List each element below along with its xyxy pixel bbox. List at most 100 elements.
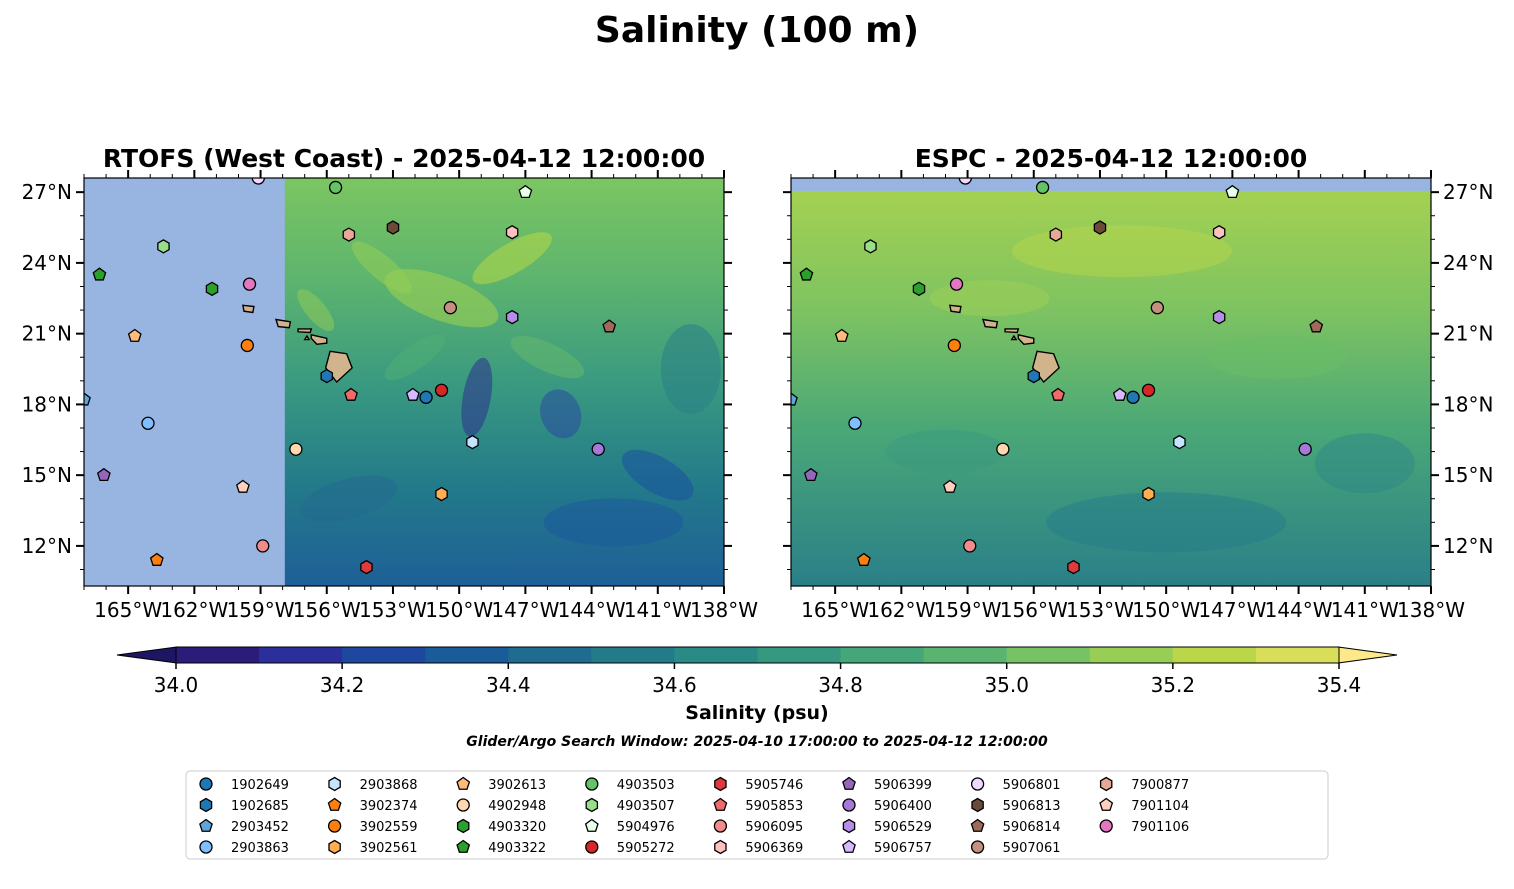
marker-5906369 — [505, 225, 519, 240]
marker-7901106 — [242, 277, 257, 291]
legend-item: 4903322 — [456, 839, 546, 856]
marker-2903863 — [141, 416, 155, 430]
marker-5905272 — [434, 383, 449, 397]
rtofs-eddy — [384, 269, 499, 328]
legend-label: 4903320 — [488, 820, 546, 835]
y-tick-label: 21°N — [22, 322, 72, 346]
legend-item: 5907061 — [970, 840, 1061, 856]
island — [303, 334, 311, 341]
colorbar-tick-label: 34.0 — [154, 673, 199, 697]
colorbar-swatch — [757, 647, 842, 663]
legend-marker-4903320 — [456, 818, 470, 834]
x-tick-label: 138°W — [690, 598, 758, 622]
legend-item: 3902561 — [328, 839, 418, 856]
legend-item: 5906400 — [842, 798, 932, 814]
rtofs-eddy — [297, 289, 335, 331]
rtofs-eddy-features — [297, 232, 721, 547]
legend-frame — [185, 770, 1329, 860]
espc-field-patch — [1012, 225, 1233, 278]
legend-marker-1902685 — [199, 797, 213, 813]
rtofs-eddy — [543, 498, 684, 547]
legend-label: 5905746 — [745, 778, 803, 793]
espc-field-patch — [929, 280, 1050, 317]
x-tick-label: 162°W — [160, 598, 228, 622]
legend-item: 5906399 — [842, 776, 932, 793]
colorbar-under-arrow — [116, 646, 178, 664]
legend-marker-5906757 — [842, 839, 856, 853]
colorbar-tick-label: 34.2 — [320, 673, 365, 697]
legend-item: 5906814 — [970, 818, 1061, 835]
marker-2903868 — [1173, 434, 1186, 450]
colorbar-over-arrow — [1337, 646, 1398, 664]
marker-4903322 — [92, 267, 107, 281]
x-tick-label: 159°W — [227, 598, 295, 622]
marker-4903507 — [864, 239, 877, 254]
marker-4903322 — [799, 267, 814, 281]
marker-5906801 — [958, 178, 972, 185]
island — [1017, 333, 1035, 346]
marker-5905853 — [1051, 387, 1065, 401]
legend-label: 7900877 — [1131, 778, 1189, 793]
legend-label: 5906095 — [745, 820, 803, 835]
x-tick-label: 144°W — [1265, 598, 1333, 622]
marker-5906814 — [602, 319, 617, 333]
marker-5906399 — [803, 467, 818, 482]
legend-marker-4902948 — [456, 798, 470, 812]
y-tick-label: 15°N — [1443, 463, 1493, 487]
rtofs-eddy — [351, 241, 413, 294]
legend-item: 2903863 — [199, 840, 289, 856]
marker-5907061 — [443, 301, 457, 315]
legend-item: 4903507 — [585, 797, 675, 814]
rtofs-eddy — [384, 334, 446, 381]
legend-item: 5906813 — [971, 797, 1061, 814]
marker-5905746 — [360, 559, 373, 575]
legend-label: 5906801 — [1003, 778, 1061, 793]
island — [297, 328, 313, 334]
legend-item: 5906369 — [714, 839, 803, 856]
legend-marker-1902649 — [199, 777, 213, 791]
marker-5905746 — [1067, 559, 1080, 575]
figure-title: Salinity (100 m) — [595, 10, 919, 51]
marker-2903452 — [791, 392, 798, 406]
legend-marker-5907061 — [970, 840, 985, 854]
observation-legend: 1902649 1902685 2903452 2903863 2903868 39023… — [185, 770, 1329, 860]
x-tick-label: 153°W — [359, 598, 427, 622]
legend-label: 5905272 — [617, 841, 675, 856]
legend-item: 4903320 — [456, 818, 546, 835]
colorbar-swatch — [591, 647, 675, 663]
colorbar-tick-label: 35.2 — [1151, 673, 1196, 697]
marker-7901104 — [235, 479, 250, 493]
x-tick-label: 165°W — [94, 598, 162, 622]
legend-label: 5905853 — [745, 799, 803, 814]
marker-3902374 — [149, 552, 164, 566]
search-window-note: Glider/Argo Search Window: 2025-04-10 17… — [466, 734, 1048, 750]
legend-item: 2903868 — [328, 776, 418, 793]
colorbar-swatch — [1089, 647, 1174, 663]
marker-4903503 — [1035, 180, 1050, 195]
y-tick-label: 24°N — [1443, 251, 1493, 275]
legend-item: 3902613 — [456, 776, 546, 793]
legend-marker-7901106 — [1099, 819, 1113, 833]
legend-label: 2903452 — [231, 820, 289, 835]
island — [1010, 334, 1018, 341]
colorbar-tick-label: 34.8 — [818, 673, 863, 697]
marker-5905853 — [344, 387, 358, 401]
marker-1902649 — [419, 390, 433, 404]
colorbar-tick-label: 34.6 — [652, 673, 697, 697]
legend-marker-5906529 — [842, 818, 856, 834]
x-tick-label: 156°W — [1000, 598, 1068, 622]
x-tick-label: 147°W — [491, 598, 559, 622]
marker-5907061 — [1150, 301, 1164, 315]
x-tick-label: 144°W — [558, 598, 626, 622]
colorbar-swatch — [1255, 647, 1340, 663]
legend-label: 5906369 — [745, 841, 803, 856]
y-tick-label: 27°N — [1443, 180, 1493, 204]
espc-field-patch — [885, 429, 1006, 474]
marker-5905272 — [1141, 383, 1156, 397]
legend-marker-7900877 — [1099, 776, 1113, 792]
marker-7901104 — [942, 479, 957, 493]
legend-marker-5906400 — [842, 798, 856, 812]
legend-label: 4903322 — [488, 841, 546, 856]
colorbar-swatch — [674, 647, 758, 663]
legend-label: 2903863 — [231, 841, 289, 856]
